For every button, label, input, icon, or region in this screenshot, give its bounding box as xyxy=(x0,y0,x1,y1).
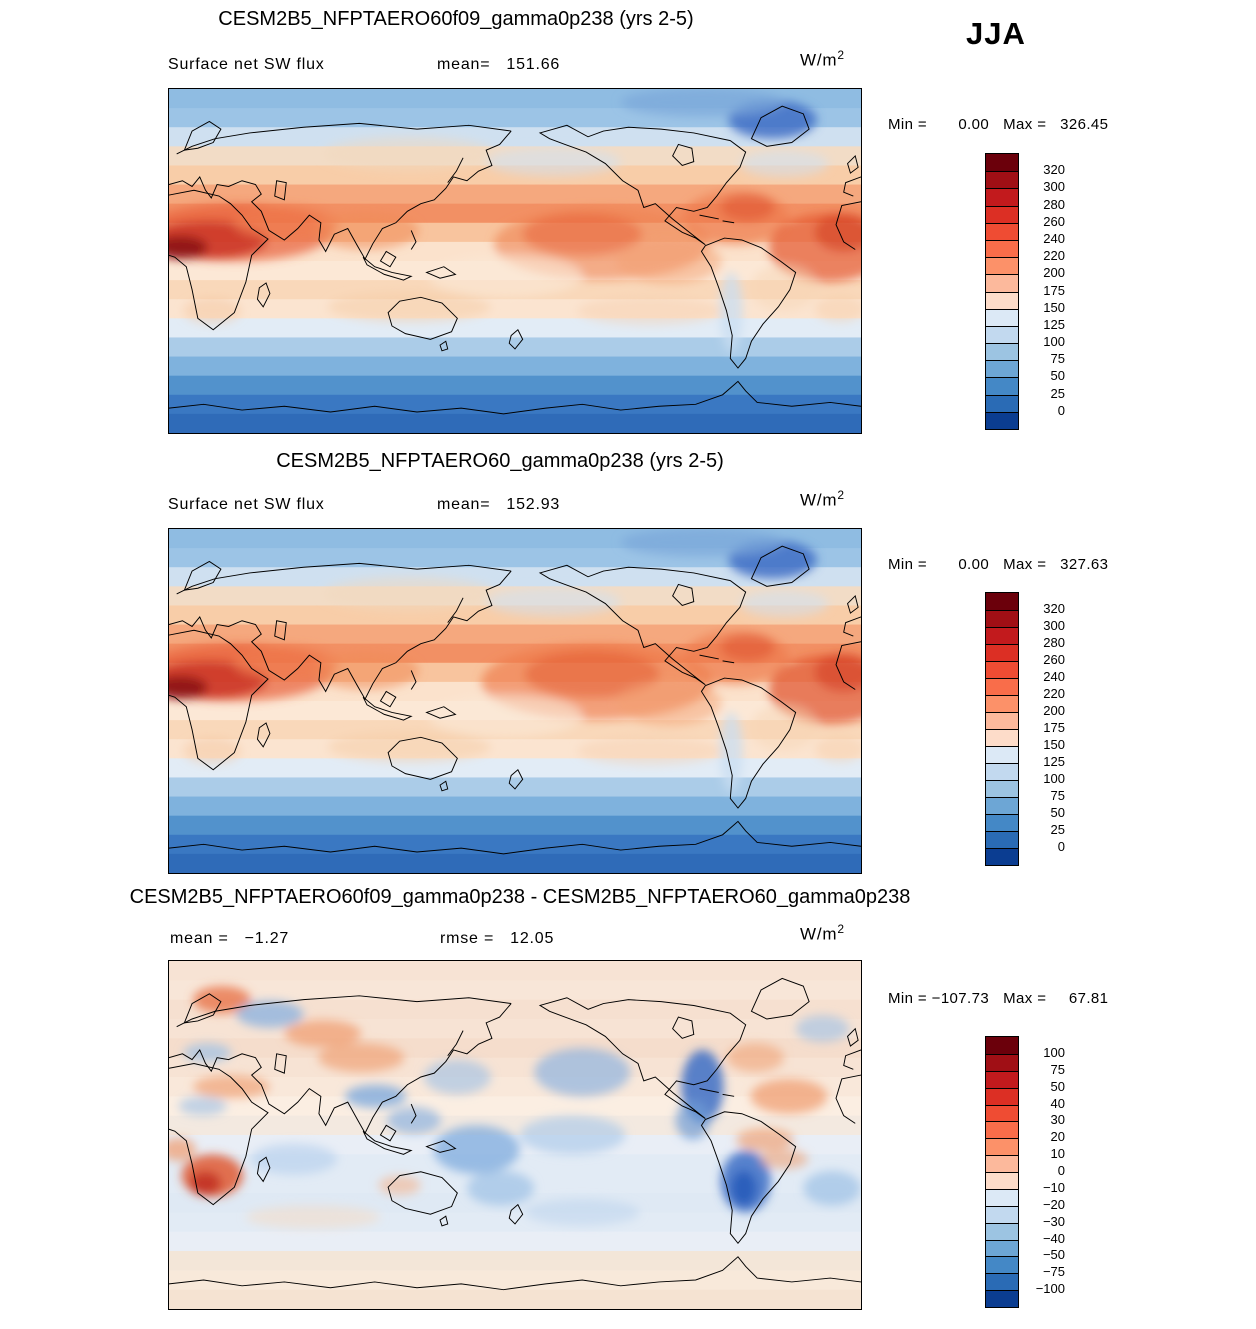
panel-title: CESM2B5_NFPTAERO60f09_gamma0p238 (yrs 2-… xyxy=(218,8,694,30)
mean-label: mean= xyxy=(437,56,491,73)
min-label: Min = xyxy=(888,116,928,133)
minmax-difference: Min = −107.73 Max = 67.81 xyxy=(888,990,1108,1007)
mean-label: mean= xyxy=(437,496,491,513)
units-base: W/m xyxy=(800,50,838,70)
max-label: Max = xyxy=(1003,116,1047,133)
max-value: 67.81 xyxy=(1068,990,1109,1007)
mean-label: mean = xyxy=(170,930,229,947)
map-difference xyxy=(168,960,862,1310)
mean-value: 151.66 xyxy=(506,56,561,73)
panel-title: CESM2B5_NFPTAERO60_gamma0p238 (yrs 2-5) xyxy=(276,450,724,472)
units-exponent: 2 xyxy=(837,488,845,502)
minmax-run1: Min = 0.00 Max = 326.45 xyxy=(888,116,1108,133)
map-run1 xyxy=(168,88,862,434)
max-label: Max = xyxy=(1003,990,1047,1007)
min-value: −107.73 xyxy=(931,990,990,1007)
units-exponent: 2 xyxy=(837,922,845,936)
season-label: JJA xyxy=(966,16,1026,51)
rmse-stat: rmse = 12.05 xyxy=(440,930,554,948)
colorbar-run2: 320 300 280 260 240 220 200 175 150 125 100 75 50 25 0 xyxy=(985,592,1075,866)
mean-stat: mean = −1.27 xyxy=(170,930,289,948)
minmax-run2: Min = 0.00 Max = 327.63 xyxy=(888,556,1108,573)
colorbar-difference: 100 75 50 40 30 20 10 0 −10 −20 −30 −40 −50 −75 −100 xyxy=(985,1036,1075,1308)
colorbar-run1: 320 300 280 260 240 220 200 175 150 125 100 75 50 25 0 xyxy=(985,153,1075,430)
map-run2 xyxy=(168,528,862,874)
min-value: 0.00 xyxy=(958,556,990,573)
units-base: W/m xyxy=(800,490,838,510)
field-label: Surface net SW flux xyxy=(168,56,325,73)
units-label: W/m2 xyxy=(800,48,845,71)
units-exponent: 2 xyxy=(837,48,845,62)
min-label: Min = xyxy=(888,990,928,1007)
max-value: 327.63 xyxy=(1060,556,1109,573)
rmse-label: rmse = xyxy=(440,930,495,947)
mean-stat: mean= 152.93 xyxy=(437,496,560,514)
units-label: W/m2 xyxy=(800,922,845,945)
mean-value: 152.93 xyxy=(506,496,561,513)
units-label: W/m2 xyxy=(800,488,845,511)
mean-value: −1.27 xyxy=(244,930,290,947)
rmse-value: 12.05 xyxy=(510,930,555,947)
max-value: 326.45 xyxy=(1060,116,1109,133)
panel-title: CESM2B5_NFPTAERO60f09_gamma0p238 - CESM2… xyxy=(129,886,911,908)
max-label: Max = xyxy=(1003,556,1047,573)
min-label: Min = xyxy=(888,556,928,573)
units-base: W/m xyxy=(800,924,838,944)
mean-stat: mean= 151.66 xyxy=(437,56,560,74)
field-label: Surface net SW flux xyxy=(168,496,325,513)
min-value: 0.00 xyxy=(958,116,990,133)
